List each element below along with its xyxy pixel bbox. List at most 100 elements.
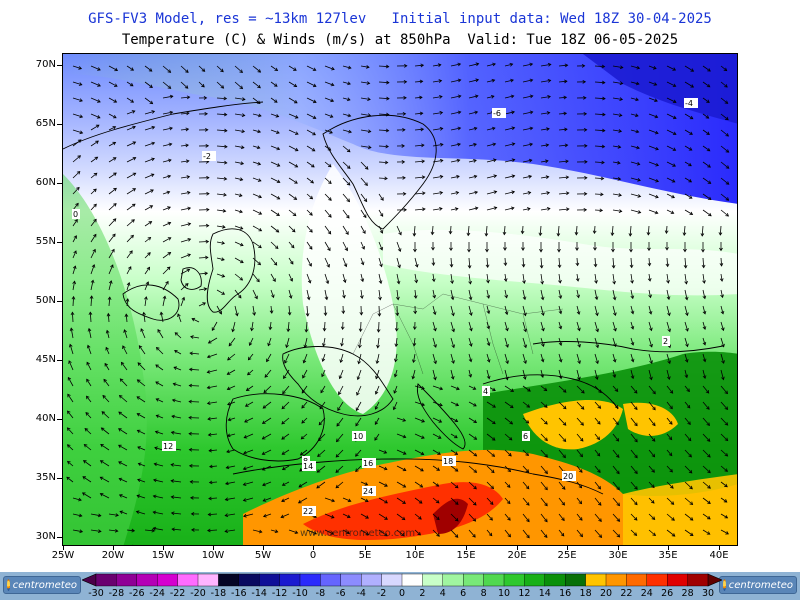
wind-arrowhead	[702, 358, 707, 363]
wind-arrowhead	[435, 499, 440, 504]
wind-arrow	[144, 205, 153, 211]
lon-tick	[415, 546, 416, 550]
wind-arrowhead	[167, 252, 172, 256]
wind-arrow	[90, 156, 98, 163]
wind-arrowhead	[486, 325, 491, 330]
colorbar-swatch	[177, 573, 199, 587]
wind-arrowhead	[724, 515, 729, 519]
wind-arrowhead	[612, 358, 617, 363]
wind-arrow	[558, 337, 562, 346]
wind-arrowhead	[454, 517, 459, 522]
wind-arrow	[666, 465, 673, 473]
wind-arrow	[702, 481, 711, 489]
wind-arrowhead	[525, 485, 530, 490]
wind-arrowhead	[505, 376, 509, 381]
lon-label: 10E	[405, 550, 425, 561]
wind-arrowhead	[651, 516, 656, 520]
wind-arrow	[612, 465, 620, 474]
wind-arrow	[612, 529, 620, 538]
wind-arrowhead	[76, 170, 81, 175]
wind-arrowhead	[185, 127, 190, 132]
wind-arrowhead	[136, 429, 141, 434]
wind-arrow	[720, 449, 728, 457]
wind-arrowhead	[558, 279, 562, 284]
wind-arrow	[414, 257, 418, 268]
wind-arrow	[684, 257, 687, 268]
wind-arrowhead	[152, 526, 157, 531]
wind-arrow	[281, 497, 290, 502]
wind-arrowhead	[294, 180, 298, 184]
wind-arrow	[377, 337, 380, 348]
wind-arrowhead	[705, 390, 710, 394]
wind-arrowhead	[629, 264, 634, 269]
logo-left[interactable]: centrometeo	[3, 576, 81, 594]
wind-arrowhead	[457, 62, 462, 67]
wind-arrow	[121, 362, 128, 371]
wind-arrow	[86, 395, 92, 403]
wind-arrowhead	[316, 484, 320, 489]
wind-arrowhead	[486, 310, 491, 315]
wind-arrowhead	[511, 126, 516, 131]
wind-arrow	[648, 465, 655, 473]
wind-arrow	[414, 192, 425, 195]
wind-arrowhead	[224, 144, 228, 149]
wind-arrowhead	[556, 233, 561, 237]
wind-arrowhead	[689, 131, 693, 135]
wind-arrow	[432, 417, 442, 423]
wind-arrowhead	[257, 113, 262, 118]
wind-arrowhead	[231, 328, 235, 333]
wind-arrowhead	[262, 482, 266, 487]
wind-arrowhead	[597, 405, 602, 409]
wind-arrowhead	[502, 231, 507, 236]
wind-arrowhead	[564, 63, 569, 68]
wind-arrow	[666, 529, 676, 537]
wind-arrow	[207, 529, 218, 531]
wind-arrow	[468, 305, 472, 316]
wind-arrow	[126, 529, 135, 532]
wind-arrowhead	[328, 214, 332, 218]
wind-arrow	[144, 126, 155, 131]
lon-tick	[668, 546, 669, 550]
wind-arrowhead	[492, 387, 496, 392]
wind-arrow	[702, 497, 711, 504]
wind-arrowhead	[335, 484, 340, 489]
wind-arrow	[720, 481, 728, 488]
wind-arrow	[666, 433, 673, 440]
wind-arrowhead	[101, 411, 106, 415]
wind-arrowhead	[635, 129, 640, 134]
wind-arrowhead	[401, 160, 406, 164]
logo-right[interactable]: centrometeo	[719, 576, 797, 594]
wind-arrow	[612, 145, 621, 148]
contour-label-bg	[362, 458, 376, 468]
wind-arrowhead	[247, 356, 252, 361]
wind-arrowhead	[188, 447, 193, 452]
wind-arrowhead	[538, 232, 543, 237]
wind-arrowhead	[152, 544, 153, 545]
wind-arrowhead	[205, 255, 209, 260]
wind-arrow	[684, 145, 693, 151]
wind-arrowhead	[503, 247, 507, 251]
wind-arrowhead	[186, 95, 191, 100]
lon-tick	[719, 546, 720, 550]
wind-arrow	[336, 433, 344, 442]
wind-arrowhead	[422, 207, 426, 212]
wind-arrow	[108, 280, 112, 291]
wind-arrowhead	[522, 296, 527, 301]
wind-arrow	[540, 96, 551, 99]
wind-arrowhead	[689, 501, 694, 506]
wind-arrowhead	[437, 435, 442, 439]
wind-arrow	[288, 289, 292, 299]
wind-arrow	[174, 350, 182, 355]
wind-arrow	[207, 353, 218, 358]
wind-arrowhead	[185, 143, 189, 148]
wind-arrow	[720, 353, 725, 364]
wind-arrow	[522, 257, 525, 267]
wind-arrow	[720, 321, 724, 331]
wind-arrowhead	[89, 295, 94, 299]
wind-arrowhead	[159, 311, 164, 316]
wind-arrowhead	[132, 544, 134, 545]
wind-arrowhead	[504, 311, 509, 316]
wind-arrowhead	[227, 402, 231, 406]
wind-arrow	[324, 177, 332, 184]
lon-tick	[213, 546, 214, 550]
